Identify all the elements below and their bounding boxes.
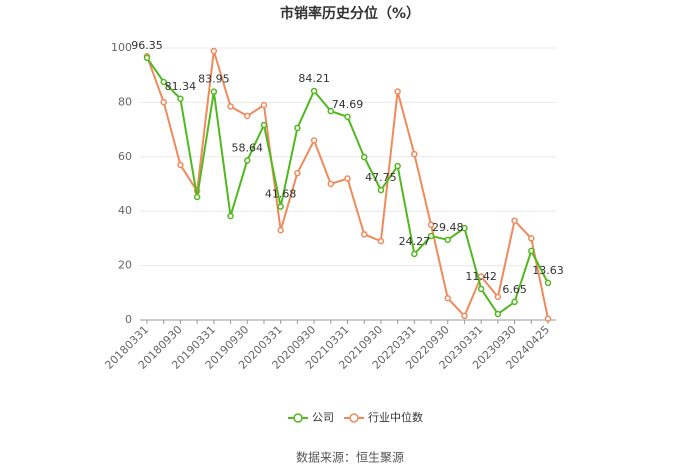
y-tick-label: 100 <box>111 41 132 54</box>
data-label: 13.63 <box>532 264 564 277</box>
point <box>411 250 418 258</box>
data-label: 74.69 <box>332 98 364 111</box>
point <box>344 175 351 182</box>
point <box>327 180 335 188</box>
point <box>294 124 301 132</box>
legend-label: 公司 <box>312 411 334 424</box>
point <box>227 103 234 110</box>
data-label: 81.34 <box>165 80 197 93</box>
point <box>544 315 552 322</box>
point <box>210 47 218 55</box>
legend-marker <box>293 413 303 423</box>
point <box>177 95 184 103</box>
data-label: 6.65 <box>502 283 527 296</box>
point <box>377 186 385 194</box>
legend-marker <box>349 413 359 423</box>
point <box>277 203 284 210</box>
point <box>444 236 451 244</box>
data-label: 84.21 <box>298 72 330 85</box>
point <box>277 226 284 234</box>
point <box>511 217 518 224</box>
point <box>544 279 552 287</box>
point <box>360 153 368 161</box>
point <box>260 121 268 129</box>
chart-title: 市销率历史分位（%） <box>280 5 420 22</box>
point <box>427 221 435 229</box>
point <box>444 294 451 302</box>
y-tick-label: 60 <box>118 150 132 163</box>
point <box>160 78 167 86</box>
y-tick-label: 80 <box>118 95 132 108</box>
point <box>394 88 401 95</box>
point <box>160 98 167 106</box>
point <box>394 162 401 170</box>
point <box>528 247 535 255</box>
point <box>310 87 318 95</box>
point <box>260 101 268 109</box>
point <box>344 113 351 121</box>
source: 数据来源：恒生聚源 <box>296 450 404 465</box>
data-label: 96.35 <box>131 39 163 52</box>
y-tick-label: 0 <box>125 313 132 326</box>
point <box>494 293 502 301</box>
point <box>411 150 418 158</box>
data-label: 11.42 <box>465 270 497 283</box>
data-label: 47.75 <box>365 171 397 184</box>
point <box>511 298 518 306</box>
point <box>494 310 502 318</box>
data-label: 29.48 <box>432 221 464 234</box>
data-label: 41.68 <box>265 188 297 201</box>
point <box>210 88 218 95</box>
point <box>461 312 468 320</box>
y-tick-label: 20 <box>118 259 132 272</box>
point <box>193 193 201 201</box>
point <box>377 237 385 245</box>
point <box>427 232 435 240</box>
point <box>244 157 251 164</box>
point <box>227 212 234 220</box>
y-tick-label: 40 <box>118 204 132 217</box>
point <box>143 54 151 62</box>
data-label: 24.27 <box>399 235 431 248</box>
point <box>461 224 468 232</box>
legend-label: 行业中位数 <box>368 410 423 424</box>
data-label: 83.95 <box>198 73 230 86</box>
point <box>477 285 485 293</box>
data-label: 58.64 <box>232 141 264 154</box>
point <box>177 161 184 169</box>
point <box>310 137 318 144</box>
point <box>528 235 535 242</box>
point <box>294 169 301 177</box>
point <box>360 231 368 238</box>
point <box>244 112 251 120</box>
point <box>327 107 335 115</box>
